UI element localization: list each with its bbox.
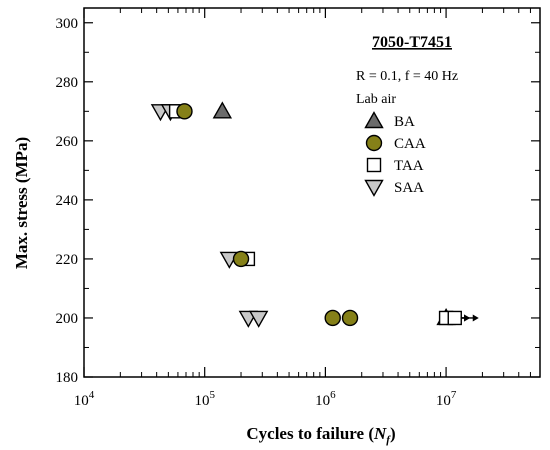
point-saa-4 bbox=[248, 310, 269, 328]
x-axis-title-symbol: N bbox=[373, 424, 387, 443]
point-caa-0 bbox=[176, 103, 193, 120]
chart-title: 7050-T7451 bbox=[372, 34, 452, 51]
legend-label-taa: TAA bbox=[394, 158, 424, 174]
y-tick-label-180: 180 bbox=[56, 370, 79, 386]
point-taa-3 bbox=[447, 310, 462, 326]
runout-arrowhead-taa-3 bbox=[472, 314, 479, 322]
y-tick-label-240: 240 bbox=[56, 193, 79, 209]
x-axis-title-text: Cycles to failure ( bbox=[246, 424, 374, 443]
legend-marker-taa bbox=[366, 157, 382, 173]
x-tick-label-1e4: 104 bbox=[74, 389, 95, 409]
y-tick-label-260: 260 bbox=[56, 134, 79, 150]
point-caa-2 bbox=[324, 309, 341, 327]
y-tick-label-300: 300 bbox=[56, 16, 79, 32]
y-tick-label-220: 220 bbox=[56, 252, 79, 268]
x-axis-title-subscript: f bbox=[386, 434, 391, 446]
annotation-environment: Lab air bbox=[356, 92, 396, 107]
x-axis-title-suffix: ) bbox=[390, 424, 396, 443]
y-axis-title: Max. stress (MPa) bbox=[12, 137, 31, 269]
point-ba-0 bbox=[212, 101, 233, 119]
annotation-conditions: R = 0.1, f = 40 Hz bbox=[356, 69, 458, 84]
x-tick-label-1e7: 107 bbox=[436, 389, 457, 409]
y-tick-label-280: 280 bbox=[56, 75, 79, 91]
legend-marker-saa bbox=[364, 179, 384, 197]
legend-marker-ba bbox=[364, 111, 384, 129]
point-caa-3 bbox=[341, 309, 359, 327]
x-tick-label-1e6: 106 bbox=[315, 389, 336, 409]
legend-label-caa: CAA bbox=[394, 136, 426, 152]
legend-label-saa: SAA bbox=[394, 180, 424, 196]
y-tick-label-200: 200 bbox=[56, 311, 79, 327]
legend-label-ba: BA bbox=[394, 114, 415, 130]
x-tick-label-1e5: 105 bbox=[194, 389, 215, 409]
plot-area bbox=[83, 7, 541, 378]
point-caa-1 bbox=[232, 250, 250, 268]
x-axis-title: Cycles to failure (Nf) bbox=[246, 424, 395, 446]
legend-marker-caa bbox=[365, 134, 383, 152]
